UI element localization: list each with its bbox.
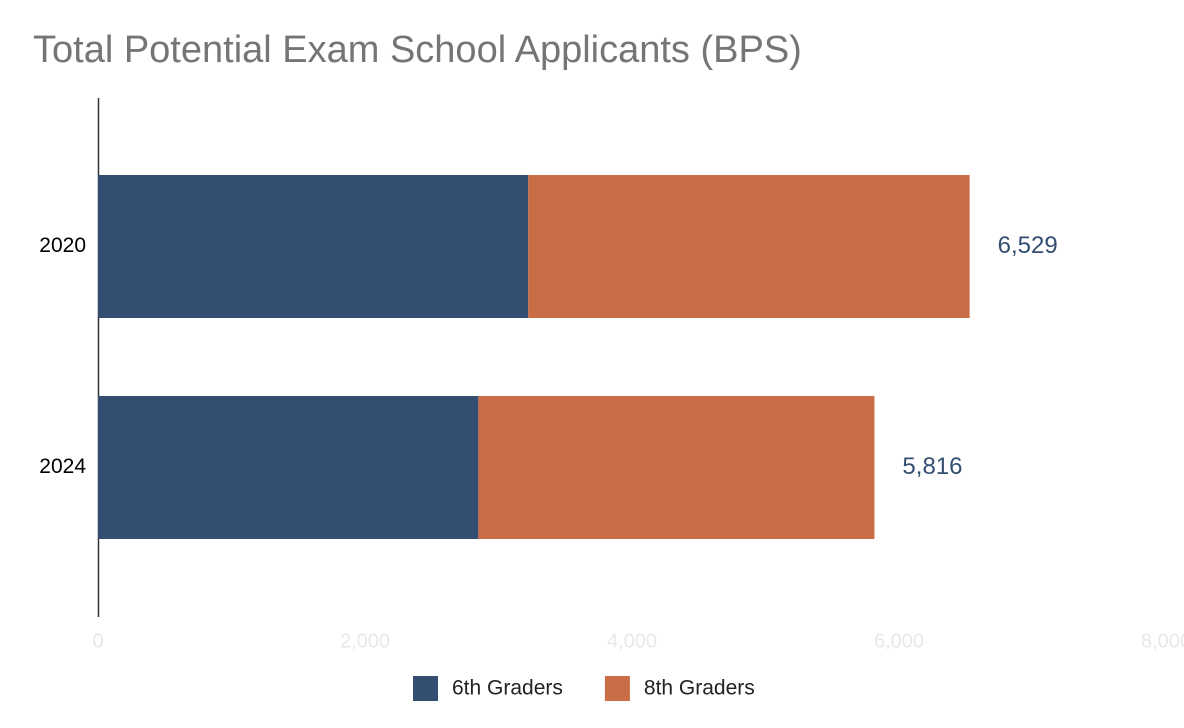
x-tick-label: 2,000 [340, 630, 390, 652]
legend-label: 6th Graders [452, 677, 563, 700]
total-label: 5,816 [902, 453, 962, 480]
bar-segment [478, 396, 875, 539]
bar-segment [98, 396, 479, 539]
x-tick-label: 8,000 [1141, 630, 1184, 652]
bar-segment [528, 175, 970, 318]
x-tick-label: 6,000 [874, 630, 924, 652]
y-tick-label: 2024 [39, 455, 86, 478]
legend-swatch [413, 676, 438, 701]
x-tick-label: 4,000 [607, 630, 657, 652]
x-tick-label: 0 [92, 630, 103, 652]
bar-segment [98, 175, 529, 318]
y-tick-label: 2020 [39, 234, 86, 257]
legend-label: 8th Graders [644, 677, 755, 700]
chart-title: Total Potential Exam School Applicants (… [33, 29, 802, 71]
legend-swatch [604, 676, 630, 701]
total-label: 6,529 [998, 232, 1058, 259]
